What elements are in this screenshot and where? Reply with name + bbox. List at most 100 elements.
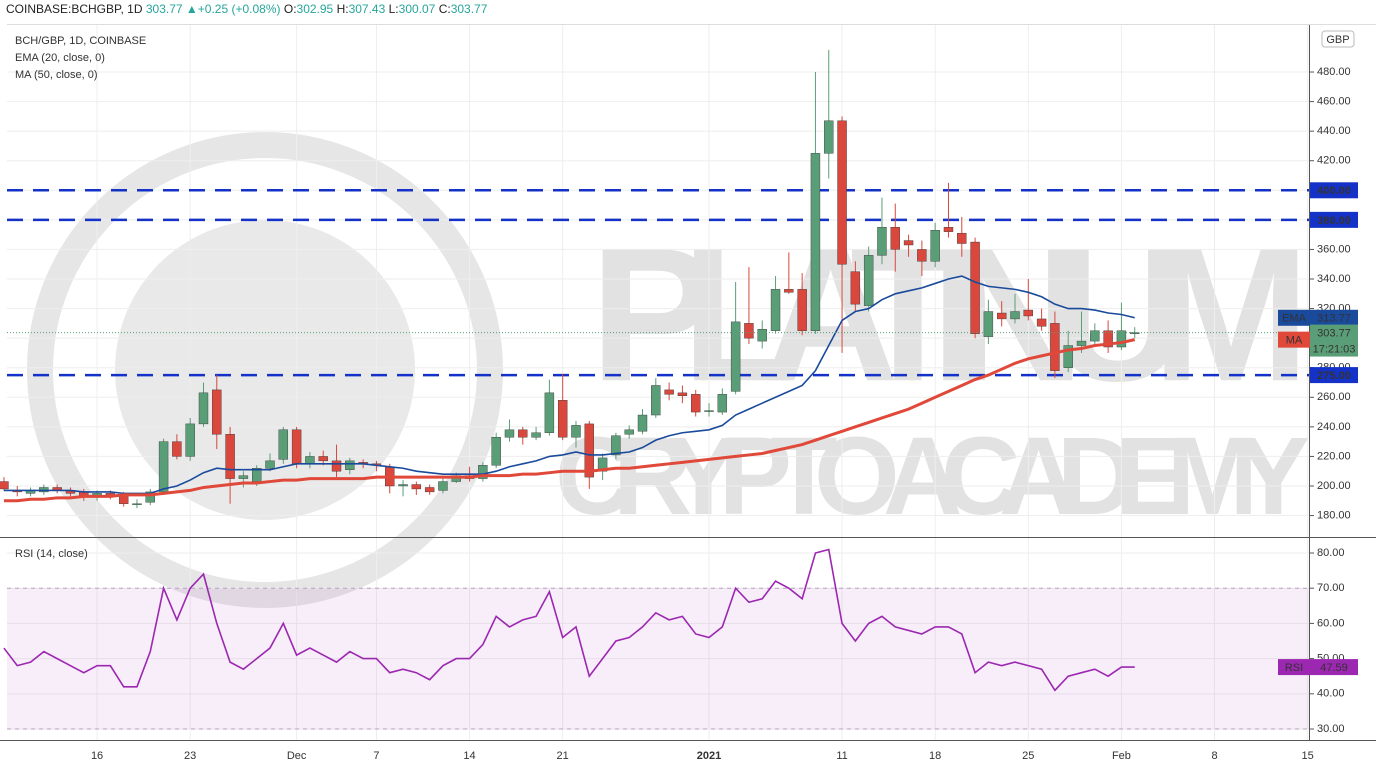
ohlc-name: L: [388, 2, 399, 16]
candle-body [265, 460, 275, 469]
ohlc-value: 307.43 [348, 2, 386, 16]
candle-body [158, 441, 169, 493]
legend-entry: MA (50, close, 0) [15, 69, 98, 81]
candle-body [478, 465, 488, 479]
candle-body [424, 487, 435, 493]
ohlc-value: 300.07 [398, 2, 436, 16]
x-tick-label: 18 [929, 750, 941, 762]
candle-body [824, 120, 834, 154]
candle-body [704, 410, 714, 412]
series-tag [1278, 331, 1310, 348]
candle-body [571, 425, 581, 438]
x-tick-label: 25 [1022, 750, 1034, 762]
candle-body [291, 429, 302, 465]
candle-body [504, 429, 515, 438]
change-arrow: ▲ [185, 2, 198, 16]
candle-body [996, 312, 1007, 320]
y-tick-label: 420.00 [1317, 155, 1351, 167]
ohlc-value: 303.77 [450, 2, 488, 16]
candle-body [1050, 323, 1060, 371]
candle-body [398, 484, 408, 487]
candle-body [611, 435, 621, 456]
x-tick-label: 8 [1211, 750, 1217, 762]
candle-body [1076, 340, 1087, 346]
candle-body [797, 289, 807, 331]
ohlc-name: C: [438, 2, 451, 16]
candle-body [1036, 318, 1047, 327]
level-label: 380.00 [1317, 215, 1351, 227]
series-value-tag [1310, 659, 1358, 676]
x-tick-label: 21 [557, 750, 569, 762]
candle-body [531, 432, 541, 438]
change: +0.25 (+0.08%) [197, 2, 281, 16]
x-tick-label: 11 [836, 750, 847, 762]
candle-body [1023, 309, 1033, 317]
candle-body [345, 460, 355, 470]
candle-body [212, 389, 222, 435]
last-price: 303.77 [145, 2, 183, 16]
y-tick-label: 60.00 [1317, 617, 1345, 629]
candle-body [331, 460, 342, 472]
candle-body [717, 394, 728, 413]
ohlc-value: 302.95 [296, 2, 334, 16]
last-price: 303.77 [1317, 327, 1351, 339]
candle-body [744, 323, 754, 339]
candle-body [0, 481, 9, 490]
candle-body [877, 227, 887, 256]
y-tick-label: 240.00 [1317, 421, 1351, 433]
y-tick-label: 80.00 [1317, 547, 1345, 559]
candle-body [438, 481, 448, 491]
x-tick-label: 7 [373, 750, 379, 762]
candle-body [770, 289, 781, 331]
candle-body [624, 429, 634, 435]
watermark-ring [27, 132, 503, 608]
candle-body [1090, 330, 1100, 342]
ohlc-name: H: [336, 2, 349, 16]
candle-body [278, 429, 289, 460]
candle-body [637, 414, 648, 432]
candle-body [970, 241, 980, 334]
candle-body [491, 437, 501, 466]
candle-body [318, 456, 328, 462]
candle-body [664, 389, 674, 395]
y-tick-label: 70.00 [1317, 582, 1345, 594]
y-tick-label: 260.00 [1317, 391, 1351, 403]
level-label: 400.00 [1317, 185, 1351, 197]
candle-body [1116, 330, 1127, 348]
candle-body [757, 329, 767, 342]
candle-body [225, 434, 235, 479]
indicator-line [3, 548, 1135, 692]
candle-body [863, 255, 874, 306]
x-tick-label: Feb [1112, 750, 1131, 762]
currency-box [1321, 30, 1355, 48]
candle-body [837, 120, 847, 265]
candle-body [677, 392, 688, 397]
indicator-line [3, 275, 1135, 495]
candle-body [198, 392, 209, 425]
candle-body [557, 400, 568, 438]
watermark: PLATINUM CRYPTO ACADEMY [27, 132, 1310, 608]
y-tick-label: 440.00 [1317, 125, 1351, 137]
candle-body [930, 230, 940, 262]
candle-body [518, 429, 528, 438]
candle-body [983, 311, 994, 337]
level-label: 275.00 [1317, 370, 1351, 382]
candle-body [185, 423, 195, 457]
candle-body [411, 484, 422, 490]
chart-title: BCH/GBP, 1D, COINBASE [15, 35, 146, 47]
candle-body [890, 227, 900, 250]
candle-body [1130, 332, 1140, 334]
y-tick-label: 360.00 [1317, 243, 1351, 255]
y-tick-label: 30.00 [1317, 723, 1345, 735]
candle-body [584, 423, 594, 478]
candle-body [903, 240, 914, 246]
series-tag-name: RSI [1285, 662, 1303, 674]
x-tick-label: 16 [91, 750, 103, 762]
x-tick-label: Dec [287, 750, 307, 762]
last-price-tag [1310, 324, 1358, 357]
indicator-line [3, 338, 1136, 503]
currency: GBP [1326, 34, 1349, 46]
y-tick-label: 480.00 [1317, 66, 1351, 78]
watermark-text: CRYPTO ACADEMY [555, 415, 1310, 538]
